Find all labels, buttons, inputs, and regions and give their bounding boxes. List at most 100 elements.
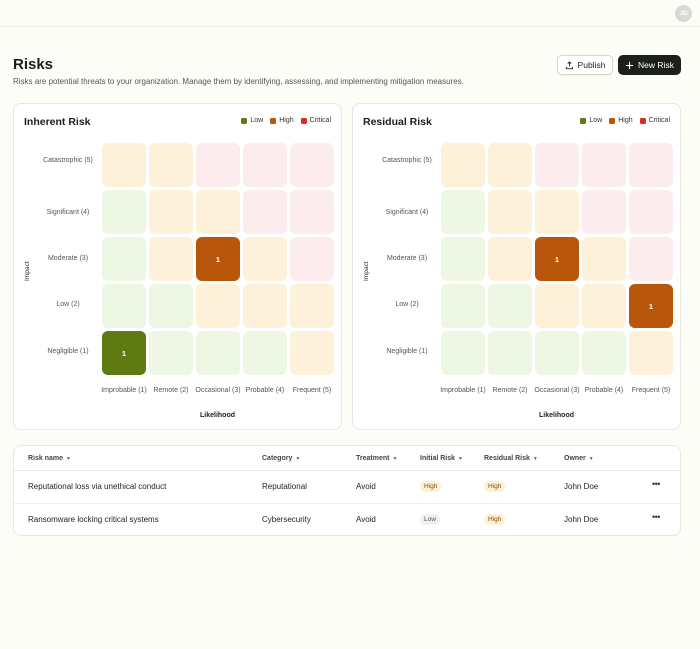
column-header-risk-name[interactable]: Risk name ▼ xyxy=(28,455,71,462)
matrix-cell[interactable] xyxy=(102,190,146,234)
category-cell: Reputational xyxy=(262,482,307,491)
column-header-category[interactable]: Category ▼ xyxy=(262,455,300,462)
y-axis-label: Impact xyxy=(363,261,370,281)
matrix-cell[interactable]: 1 xyxy=(535,237,579,281)
matrix-cell[interactable] xyxy=(149,190,193,234)
matrix-cell[interactable] xyxy=(535,284,579,328)
column-header-residual-risk[interactable]: Residual Risk ▼ xyxy=(484,455,538,462)
legend-swatch xyxy=(580,117,587,124)
header-label: Initial Risk xyxy=(420,455,456,462)
y-axis-label: Impact xyxy=(24,261,31,281)
risk-name-cell[interactable]: Reputational loss via unethical conduct xyxy=(28,482,167,491)
matrix-cell[interactable] xyxy=(290,331,334,375)
column-header-initial-risk[interactable]: Initial Risk ▼ xyxy=(420,455,463,462)
page-subtitle: Risks are potential threats to your orga… xyxy=(13,77,464,86)
matrix-cell[interactable] xyxy=(582,190,626,234)
matrix-cell[interactable] xyxy=(290,143,334,187)
matrix-cell[interactable] xyxy=(149,237,193,281)
matrix-cell[interactable] xyxy=(196,284,240,328)
matrix-cell[interactable] xyxy=(102,237,146,281)
legend-swatch xyxy=(300,117,307,124)
matrix-cell[interactable] xyxy=(149,143,193,187)
more-options-icon[interactable]: ••• xyxy=(652,512,660,522)
matrix-cell[interactable] xyxy=(488,190,532,234)
header-label: Owner xyxy=(564,455,586,462)
matrix-cell[interactable] xyxy=(196,331,240,375)
matrix-cell[interactable] xyxy=(582,143,626,187)
matrix-cell[interactable] xyxy=(102,284,146,328)
legend-swatch xyxy=(241,117,248,124)
more-options-icon[interactable]: ••• xyxy=(652,479,660,489)
matrix-cell[interactable] xyxy=(535,331,579,375)
matrix-cell[interactable] xyxy=(629,331,673,375)
legend: Low High Critical xyxy=(580,117,670,124)
matrix-cell[interactable] xyxy=(290,190,334,234)
risks-table: Risk name ▼ Category ▼ Treatment ▼ Initial … xyxy=(13,445,681,536)
matrix-cell[interactable] xyxy=(290,237,334,281)
matrix-cell[interactable] xyxy=(535,190,579,234)
row-label: Low (2) xyxy=(395,301,419,308)
card-title: Residual Risk xyxy=(363,116,432,128)
legend-label: High xyxy=(618,117,633,124)
matrix-cell[interactable] xyxy=(582,284,626,328)
row-label: Negligible (1) xyxy=(47,348,89,355)
residual-risk-card: Residual Risk Low High Critical Impact C… xyxy=(352,103,681,430)
matrix-cell[interactable] xyxy=(441,143,485,187)
residual-risk-badge: High xyxy=(484,514,506,525)
matrix-cell[interactable] xyxy=(582,237,626,281)
matrix-cell[interactable] xyxy=(488,237,532,281)
matrix-cell[interactable] xyxy=(243,237,287,281)
matrix-cell[interactable] xyxy=(488,284,532,328)
inherent-risk-card: Inherent Risk Low High Critical Impact C… xyxy=(13,103,342,430)
sort-caret-icon: ▼ xyxy=(458,455,463,462)
avatar[interactable]: JD xyxy=(675,5,692,22)
legend-label: Low xyxy=(250,117,264,124)
matrix-cell[interactable] xyxy=(488,331,532,375)
matrix-cell[interactable] xyxy=(243,284,287,328)
row-label: Low (2) xyxy=(56,301,80,308)
row-label: Negligible (1) xyxy=(386,348,428,355)
matrix-cell[interactable] xyxy=(535,143,579,187)
legend-item-critical: Critical xyxy=(300,117,331,124)
treatment-cell: Avoid xyxy=(356,515,376,524)
matrix-cell[interactable] xyxy=(488,143,532,187)
publish-button[interactable]: Publish xyxy=(557,55,613,75)
matrix-cell[interactable] xyxy=(102,143,146,187)
row-label: Catastrophic (5) xyxy=(382,157,432,164)
matrix-cell[interactable] xyxy=(441,284,485,328)
matrix-cell[interactable] xyxy=(290,284,334,328)
row-label: Significant (4) xyxy=(385,209,429,216)
row-label: Significant (4) xyxy=(46,209,90,216)
matrix-cell[interactable]: 1 xyxy=(102,331,146,375)
header-divider xyxy=(14,470,680,471)
legend-swatch xyxy=(270,117,277,124)
risk-name-cell[interactable]: Ransomware locking critical systems xyxy=(28,515,159,524)
matrix-cell[interactable] xyxy=(441,237,485,281)
row-label: Catastrophic (5) xyxy=(43,157,93,164)
matrix-cell[interactable] xyxy=(196,190,240,234)
new-risk-button[interactable]: New Risk xyxy=(618,55,681,75)
column-header-treatment[interactable]: Treatment ▼ xyxy=(356,455,397,462)
matrix-cell[interactable] xyxy=(629,237,673,281)
legend-item-high: High xyxy=(609,117,633,124)
legend-label: Critical xyxy=(309,117,331,124)
plus-icon xyxy=(625,61,634,69)
col-label: Remote (2) xyxy=(153,387,189,394)
matrix-cell[interactable] xyxy=(629,190,673,234)
matrix-cell[interactable]: 1 xyxy=(629,284,673,328)
matrix-cell[interactable] xyxy=(441,331,485,375)
initial-risk-badge: High xyxy=(420,481,442,492)
matrix-cell[interactable] xyxy=(441,190,485,234)
upload-icon xyxy=(565,60,573,69)
matrix-cell[interactable] xyxy=(243,143,287,187)
matrix-cell[interactable] xyxy=(243,190,287,234)
matrix-cell[interactable] xyxy=(243,331,287,375)
column-header-owner[interactable]: Owner ▼ xyxy=(564,455,594,462)
matrix-cell[interactable] xyxy=(149,284,193,328)
matrix-cell[interactable] xyxy=(196,143,240,187)
matrix-cell[interactable] xyxy=(149,331,193,375)
matrix-cell[interactable] xyxy=(629,143,673,187)
row-divider xyxy=(14,503,680,504)
matrix-cell[interactable] xyxy=(582,331,626,375)
matrix-cell[interactable]: 1 xyxy=(196,237,240,281)
